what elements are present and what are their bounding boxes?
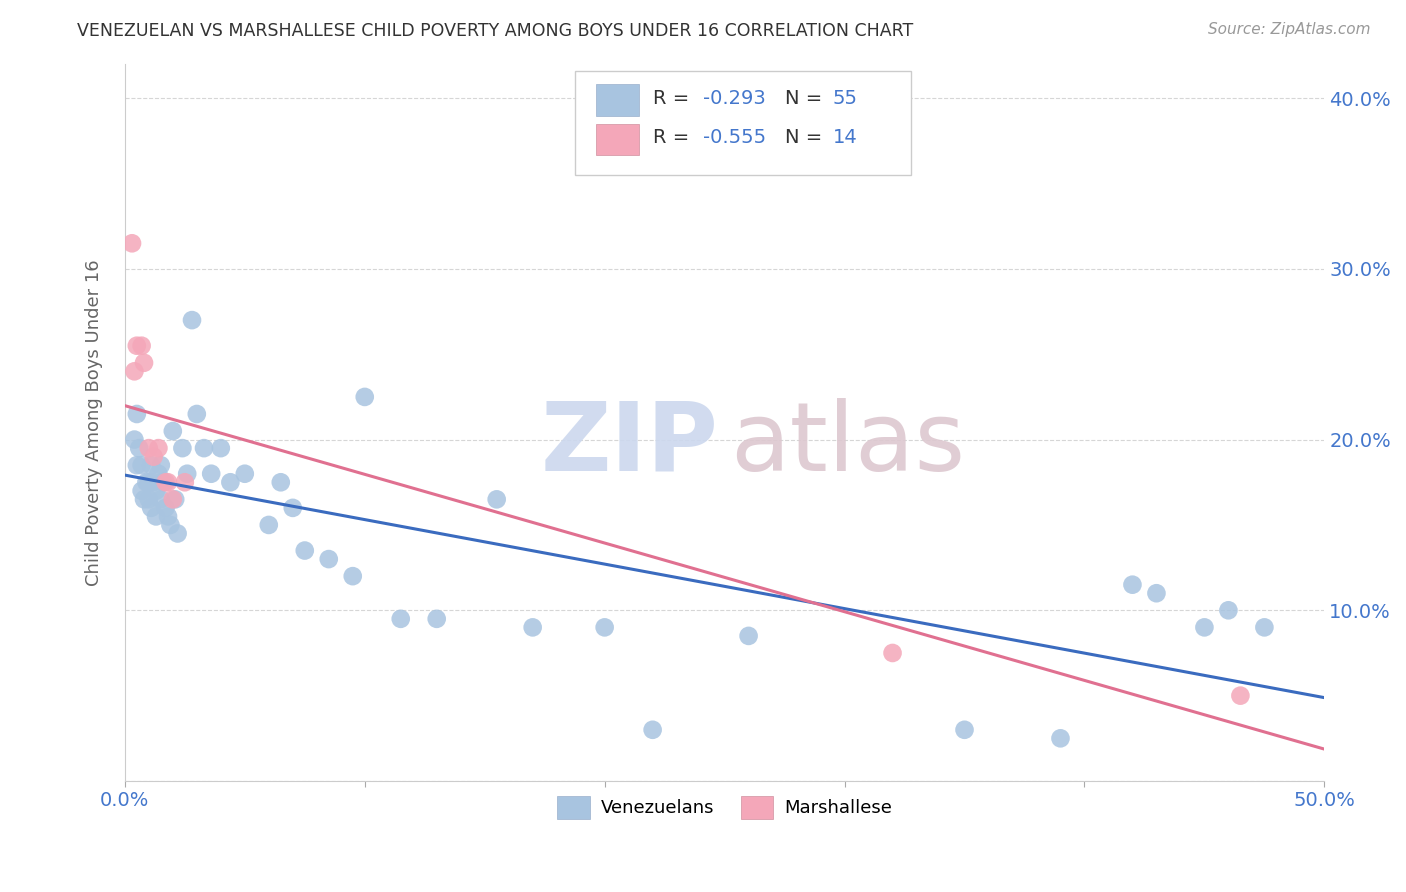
Point (1253, 620, 1275, 634)
Point (953, 723, 976, 737)
Text: atlas: atlas (731, 398, 966, 491)
Legend: Venezuelans, Marshallese: Venezuelans, Marshallese (550, 789, 900, 826)
Point (186, 407, 208, 421)
Point (593, 620, 616, 634)
Text: ZIP: ZIP (541, 398, 718, 491)
Point (270, 475, 292, 490)
Point (165, 492, 187, 507)
Text: 14: 14 (832, 128, 858, 147)
FancyBboxPatch shape (596, 124, 640, 155)
Point (1218, 603, 1240, 617)
Point (181, 313, 204, 327)
Y-axis label: Child Poverty Among Boys Under 16: Child Poverty Among Boys Under 16 (86, 260, 103, 586)
Point (149, 492, 172, 507)
Point (125, 339, 148, 353)
Point (156, 509, 179, 524)
FancyBboxPatch shape (596, 84, 640, 116)
Point (193, 441, 215, 455)
Point (318, 552, 340, 566)
Point (156, 475, 179, 490)
Point (166, 526, 188, 541)
Point (209, 441, 232, 455)
FancyBboxPatch shape (575, 71, 911, 175)
Point (135, 475, 157, 490)
Text: N =: N = (785, 128, 828, 147)
Text: 55: 55 (832, 89, 858, 108)
Point (389, 612, 412, 626)
Point (281, 500, 304, 515)
Text: N =: N = (785, 89, 828, 108)
Point (142, 475, 165, 490)
Point (342, 569, 364, 583)
Point (152, 475, 174, 490)
Point (125, 407, 148, 421)
Point (155, 475, 177, 490)
Point (176, 467, 198, 481)
Point (131, 458, 153, 473)
Text: R =: R = (652, 128, 695, 147)
Point (257, 518, 280, 533)
Point (522, 620, 544, 634)
Point (138, 492, 160, 507)
Point (141, 458, 163, 473)
Point (125, 458, 148, 473)
Point (132, 492, 155, 507)
Point (149, 458, 172, 473)
Point (162, 492, 184, 507)
Point (131, 339, 153, 353)
Point (641, 723, 664, 737)
Point (353, 390, 375, 404)
Point (1049, 731, 1071, 746)
Point (426, 612, 449, 626)
Text: R =: R = (652, 89, 695, 108)
Point (1229, 689, 1251, 703)
Point (155, 500, 177, 515)
Point (737, 629, 759, 643)
Point (1194, 620, 1216, 634)
Point (142, 450, 165, 464)
Point (124, 364, 146, 378)
Text: Source: ZipAtlas.com: Source: ZipAtlas.com (1208, 22, 1371, 37)
Point (145, 483, 167, 498)
Point (121, 236, 143, 251)
Text: VENEZUELAN VS MARSHALLESE CHILD POVERTY AMONG BOYS UNDER 16 CORRELATION CHART: VENEZUELAN VS MARSHALLESE CHILD POVERTY … (77, 22, 914, 40)
Point (173, 475, 195, 490)
Point (148, 467, 170, 481)
Point (132, 356, 155, 370)
Text: -0.293: -0.293 (703, 89, 766, 108)
Point (138, 441, 160, 455)
Point (124, 433, 146, 447)
Point (200, 467, 222, 481)
Point (162, 424, 184, 438)
Point (128, 441, 150, 455)
Point (148, 441, 170, 455)
Point (159, 518, 181, 533)
Point (145, 509, 167, 524)
Point (1146, 586, 1168, 600)
Point (485, 492, 508, 507)
Point (882, 646, 904, 660)
Point (131, 483, 153, 498)
Point (138, 475, 160, 490)
Point (172, 441, 194, 455)
Point (233, 467, 256, 481)
Text: -0.555: -0.555 (703, 128, 766, 147)
Point (1121, 577, 1143, 591)
Point (141, 500, 163, 515)
Point (294, 543, 316, 558)
Point (219, 475, 242, 490)
